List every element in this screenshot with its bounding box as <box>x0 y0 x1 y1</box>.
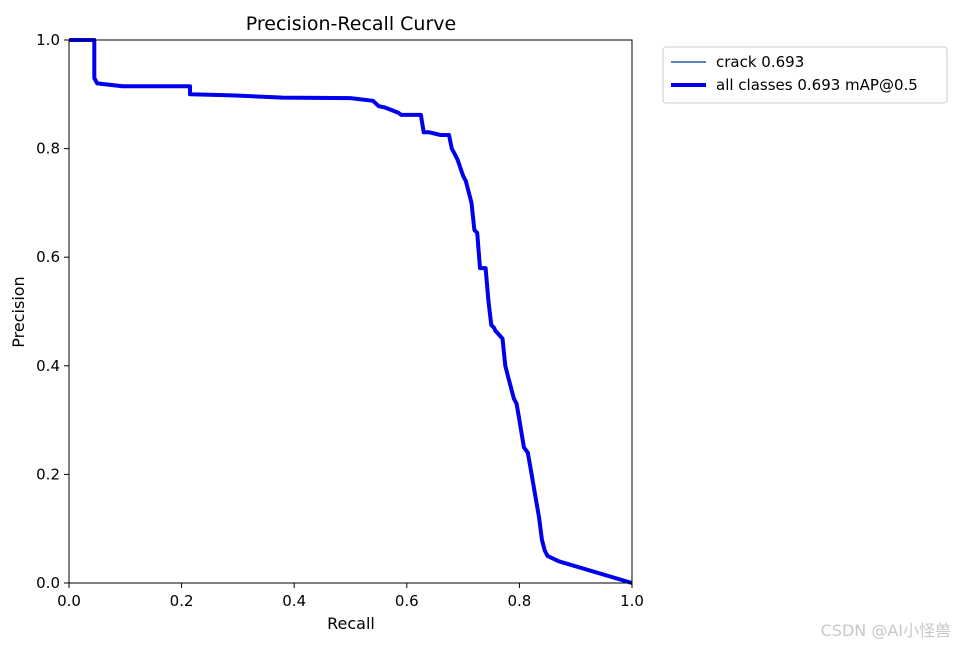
watermark: CSDN @AI小怪兽 <box>820 621 951 640</box>
x-axis-label: Recall <box>327 614 375 633</box>
y-tick-label: 0.6 <box>36 248 60 266</box>
series-line-crack <box>69 39 633 584</box>
y-axis-label: Precision <box>9 276 28 347</box>
y-tick-label: 1.0 <box>36 31 60 49</box>
series-layer <box>69 38 633 585</box>
y-tick-label: 0.8 <box>36 140 60 158</box>
x-tick-label: 1.0 <box>620 592 644 610</box>
x-tick-label: 0.6 <box>395 592 419 610</box>
chart-title: Precision-Recall Curve <box>246 13 456 35</box>
legend-label-crack: crack 0.693 <box>716 53 804 71</box>
legend-box <box>662 46 948 104</box>
series-line-all-classes <box>69 38 633 585</box>
y-tick-label: 0.2 <box>36 465 60 483</box>
y-tick-label: 0.4 <box>36 357 60 375</box>
x-tick-label: 0.4 <box>282 592 306 610</box>
y-tick-label: 0.0 <box>36 574 60 592</box>
legend: crack 0.693 all classes 0.693 mAP@0.5 <box>662 46 948 104</box>
y-axis-ticks: 0.0 0.2 0.4 0.6 0.8 1.0 <box>36 31 69 592</box>
x-tick-label: 0.2 <box>170 592 194 610</box>
x-axis-ticks: 0.0 0.2 0.4 0.6 0.8 1.0 <box>57 583 644 610</box>
x-tick-label: 0.0 <box>57 592 81 610</box>
x-tick-label: 0.8 <box>507 592 531 610</box>
legend-label-all-classes: all classes 0.693 mAP@0.5 <box>716 76 918 94</box>
plot-frame <box>68 39 633 584</box>
